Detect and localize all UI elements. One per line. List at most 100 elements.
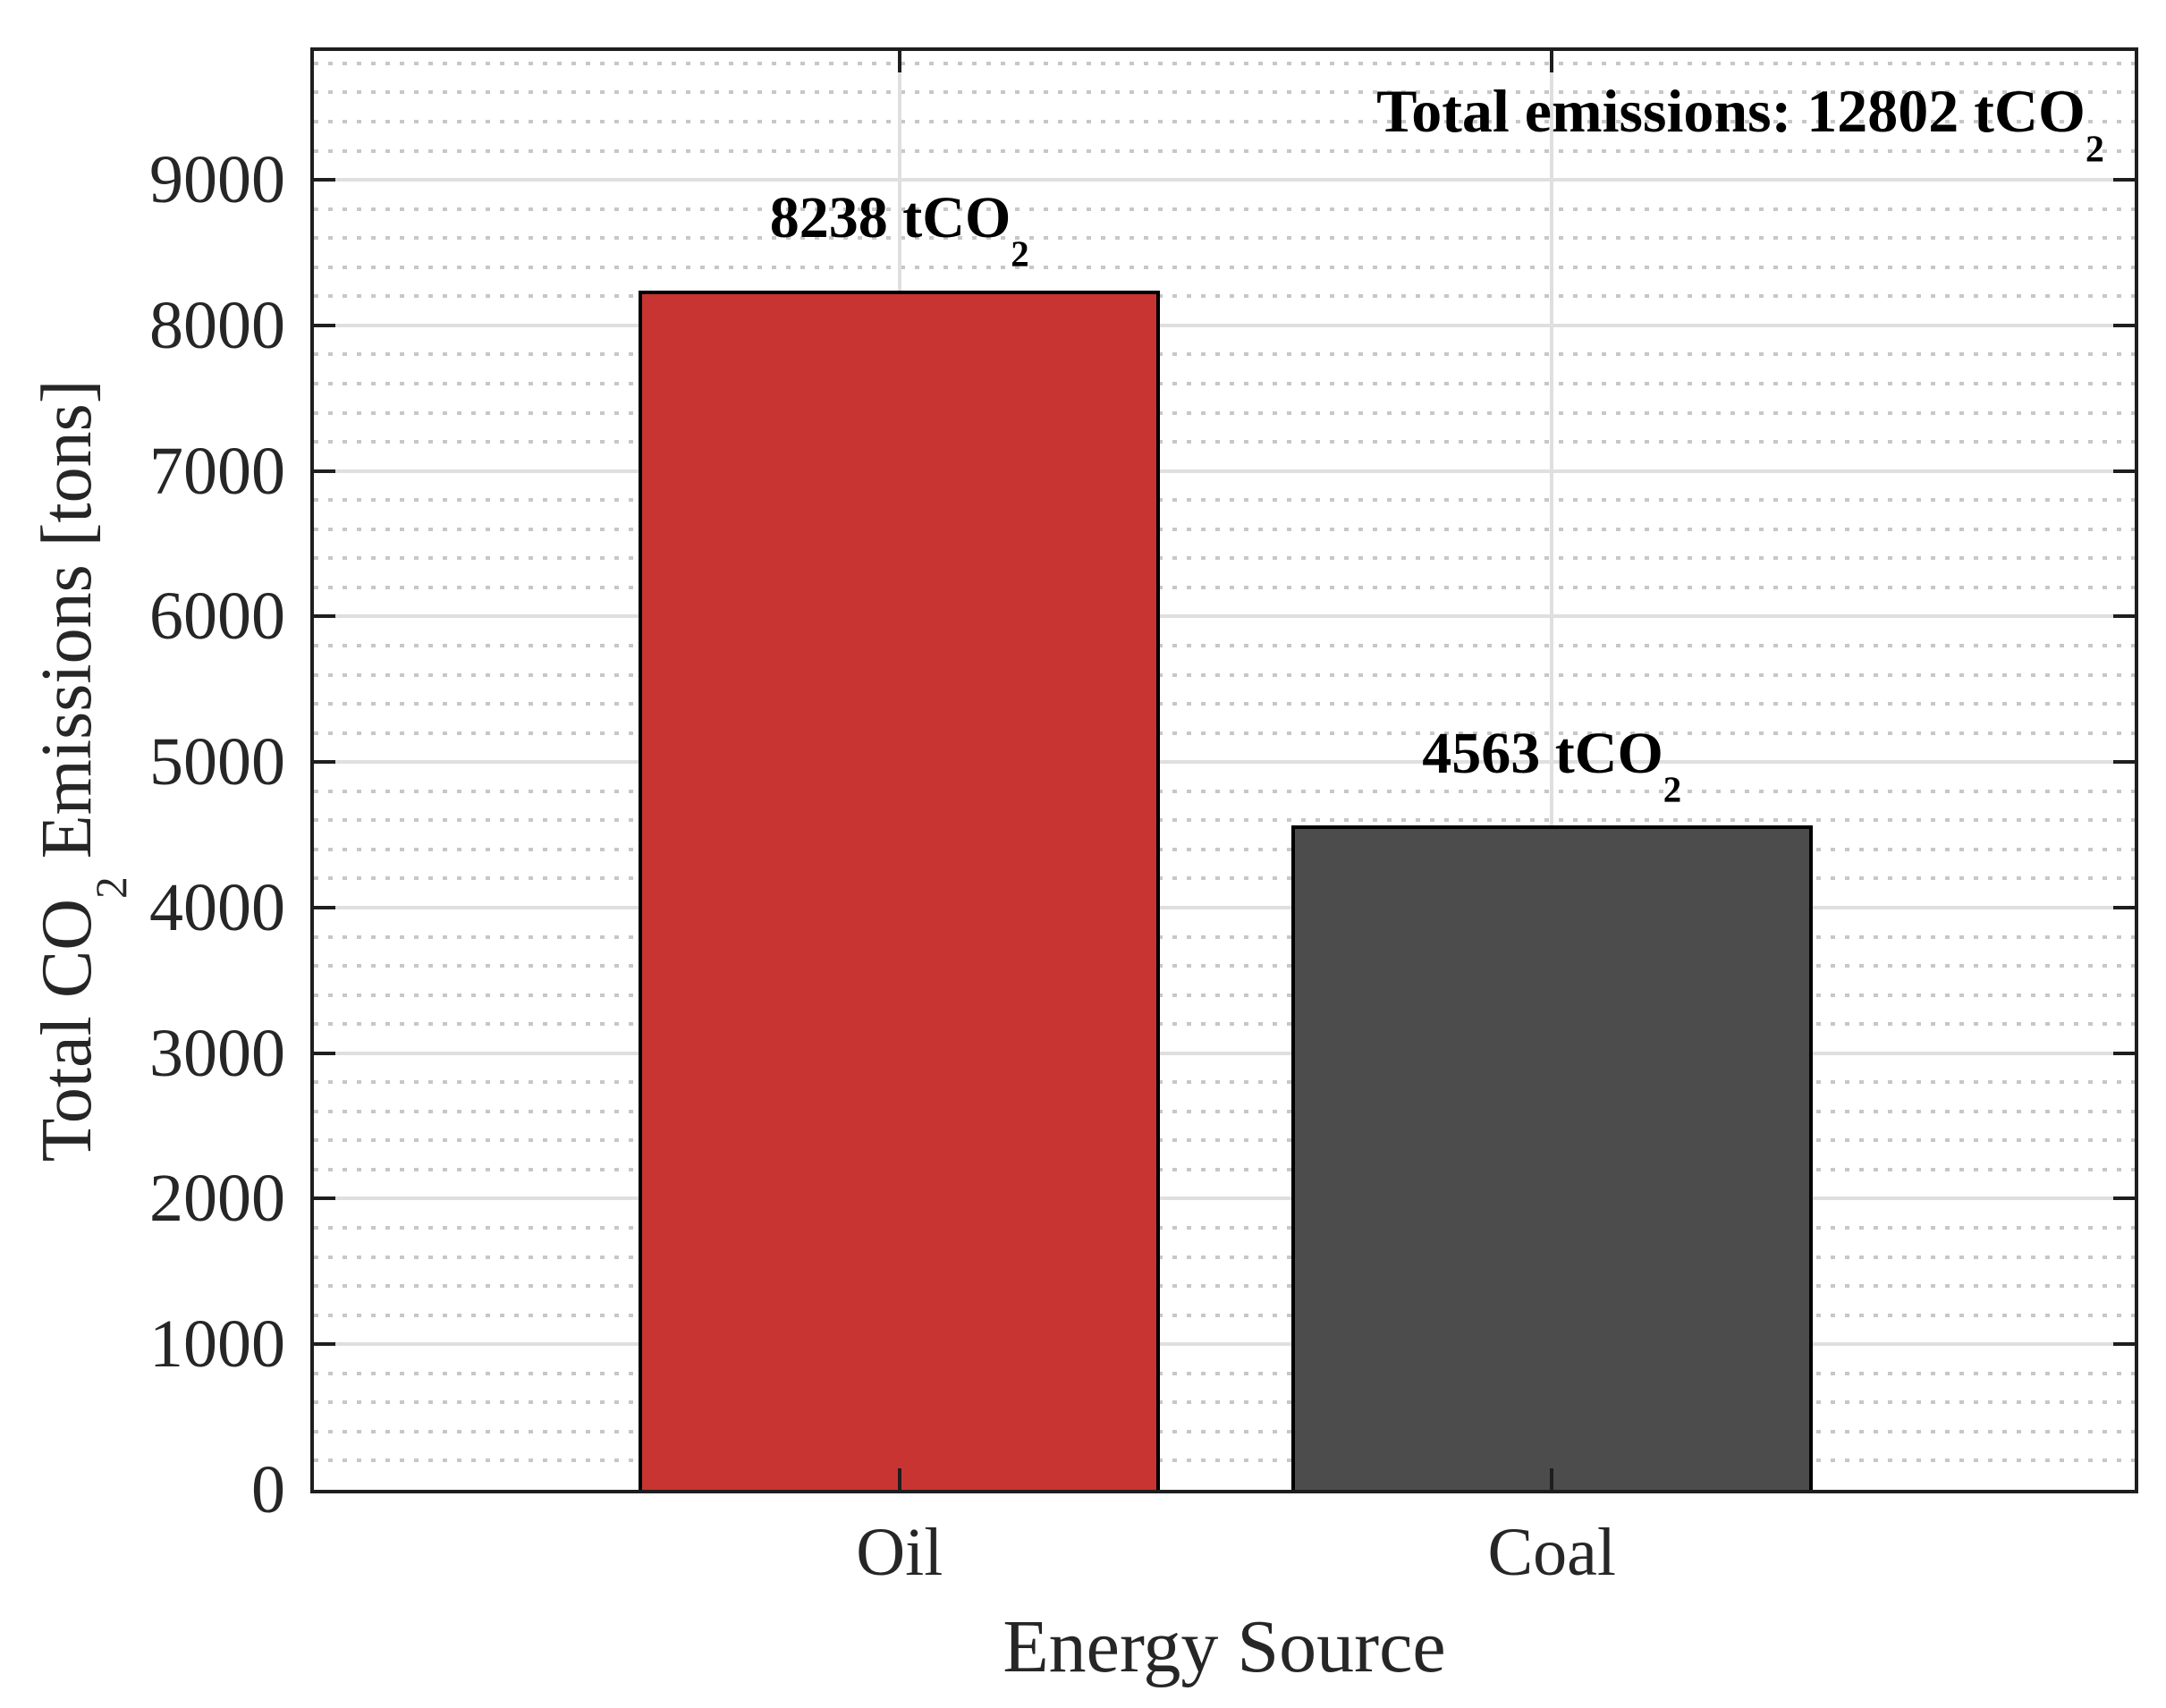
bar-value-label-coal: 4563 tCO2 [1422,720,1681,807]
y-tick-label-9000: 9000 [149,142,285,218]
y-axis-title: Total CO2 Emissions [tons] [28,379,136,1163]
y-tick-label-7000: 7000 [149,433,285,509]
x-tick-mark-bottom-coal [1550,1468,1554,1490]
y-tick-mark-right [2113,760,2135,765]
y-minor-gridline [314,643,2135,647]
bar-value-labels-layer: 8238 tCO2 4563 tCO2 [314,51,2135,1490]
y-minor-gridline [314,498,2135,503]
y-tick-mark-right [2113,905,2135,909]
y-minor-gridline [314,1371,2135,1375]
plot-area: 8238 tCO2 4563 tCO2 Total emissions: 1280… [310,47,2138,1493]
y-tick-mark-right [2113,1196,2135,1201]
y-minor-gridline [314,352,2135,357]
total-emissions-text: Total emissions: 12802 tCO [1376,77,2086,145]
y-minor-gridline [314,90,2135,95]
y-tick-label-5000: 5000 [149,724,285,800]
y-minor-gridline [314,585,2135,589]
y-tick-mark-left [314,1051,335,1055]
y-tick-mark-left [314,323,335,327]
bar-value-text-oil: 8238 tCO [769,185,1011,251]
y-tick-label-6000: 6000 [149,579,285,655]
y-minor-gridline [314,1459,2135,1463]
y-major-gridline [314,469,2135,473]
y-major-gridline [314,1342,2135,1347]
y-minor-gridline [314,1429,2135,1433]
y-major-gridline [314,905,2135,909]
y-tick-mark-left [314,178,335,182]
y-minor-gridline [314,1167,2135,1171]
y-minor-gridline [314,1109,2135,1113]
y-minor-gridline [314,731,2135,735]
y-minor-gridline [314,1255,2135,1259]
y-minor-gridline [314,789,2135,793]
x-tick-label-oil: Oil [856,1515,943,1590]
y-minor-gridline [314,702,2135,706]
y-tick-mark-left [314,614,335,619]
y-major-gridline [314,178,2135,182]
y-major-gridline [314,1051,2135,1055]
y-minor-gridline [314,1022,2135,1027]
y-major-gridline [314,1196,2135,1201]
y-minor-gridline [314,265,2135,269]
y-minor-gridline [314,120,2135,124]
y-tick-mark-right [2113,1342,2135,1347]
y-tick-mark-right [2113,178,2135,182]
bar-value-text-coal: 4563 tCO [1422,720,1663,786]
y-minor-gridline [314,1138,2135,1143]
y-tick-mark-left [314,1196,335,1201]
y-tick-label-4000: 4000 [149,869,285,945]
y-minor-gridline [314,1226,2135,1230]
bar-value-subscript-coal: 2 [1663,769,1682,810]
y-tick-label-2000: 2000 [149,1161,285,1237]
y-tick-mark-left [314,905,335,909]
y-minor-gridline [314,847,2135,851]
y-minor-gridline [314,1313,2135,1317]
y-tick-mark-left [314,1342,335,1347]
y-minor-gridline [314,672,2135,677]
y-minor-gridline [314,1400,2135,1405]
y-tick-label-0: 0 [251,1452,285,1527]
y-minor-gridline [314,964,2135,968]
x-axis-title: Energy Source [1003,1605,1446,1688]
y-tick-label-1000: 1000 [149,1306,285,1382]
y-minor-gridline [314,410,2135,415]
bar-value-subscript-oil: 2 [1011,234,1029,275]
y-minor-gridline [314,934,2135,939]
y-minor-gridline [314,294,2135,299]
y-axis-title-subscript: 2 [86,876,136,900]
bars-layer [314,51,2135,1490]
y-minor-gridline [314,818,2135,823]
bar-oil [639,291,1161,1490]
x-axis-tick-labels: Oil Coal [314,1518,2135,1608]
axis-ticks-layer [314,51,2135,1490]
y-tick-label-3000: 3000 [149,1015,285,1091]
y-major-gridline [314,323,2135,327]
y-minor-gridline [314,61,2135,65]
total-emissions-subscript: 2 [2085,128,2104,171]
y-major-gridline [314,614,2135,619]
y-axis-title-post: Emissions [tons] [28,379,107,877]
y-tick-mark-right [2113,323,2135,327]
y-tick-mark-left [314,760,335,765]
bar-coal [1290,825,1813,1490]
x-tick-mark-top-coal [1550,51,1554,72]
x-tick-label-coal: Coal [1487,1515,1617,1590]
y-tick-label-8000: 8000 [149,287,285,363]
y-axis-title-pre: Total CO [28,899,107,1163]
y-minor-gridline [314,556,2135,561]
y-minor-gridline [314,207,2135,211]
x-gridline-coal [1550,51,1554,1490]
y-minor-gridline [314,1284,2135,1289]
y-minor-gridline [314,440,2135,444]
y-minor-gridline [314,1080,2135,1085]
y-minor-gridline [314,876,2135,881]
y-major-gridline [314,760,2135,765]
bar-value-label-oil: 8238 tCO2 [770,189,1029,273]
y-tick-mark-left [314,469,335,473]
total-emissions-annotation: Total emissions: 12802 tCO2 [1376,77,2104,169]
x-tick-mark-bottom-oil [897,1468,901,1490]
x-tick-mark-top-oil [897,51,901,72]
y-minor-gridline [314,382,2135,385]
y-minor-gridline [314,236,2135,241]
